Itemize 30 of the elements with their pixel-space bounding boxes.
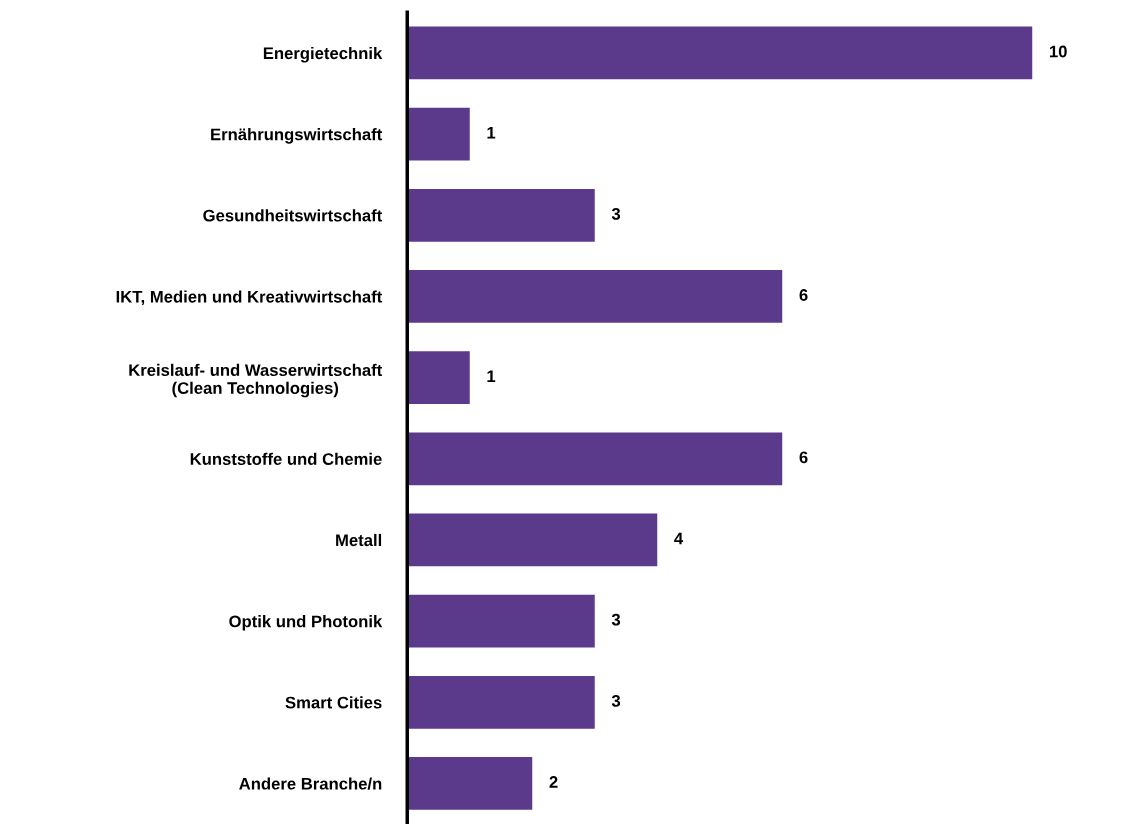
bar [407, 351, 470, 404]
bar [407, 594, 595, 648]
bar [407, 26, 1033, 80]
bar [407, 270, 783, 323]
y-tick-label: Metall [336, 533, 382, 547]
data-label: 1 [487, 370, 496, 382]
data-label: 1 [487, 126, 496, 139]
data-label: 10 [1049, 45, 1067, 58]
y-tick-label: Energietechnik [263, 46, 383, 63]
bar [407, 107, 470, 161]
bar [407, 513, 658, 567]
data-label: 6 [799, 451, 808, 464]
y-tick-label: Smart Cities [285, 696, 382, 709]
data-label: 4 [674, 532, 684, 545]
y-tick-label: Optik und Photonik [229, 615, 383, 631]
bar [407, 432, 783, 486]
y-tick-label: Gesundheitswirtschaft [203, 209, 383, 222]
y-tick-label: Ernährungswirtschaft [211, 128, 383, 144]
bar [407, 675, 595, 729]
bar [407, 757, 533, 810]
data-label: 3 [611, 207, 621, 220]
data-label: 2 [549, 776, 558, 788]
y-tick-label: Kreislauf- und Wasserwirtschaft (Clean Technologies) [129, 363, 383, 398]
y-tick-label: IKT, Medien und Kreativwirtschaft [116, 290, 383, 306]
y-tick-label: Andere Branche/n [239, 777, 382, 790]
data-label: 6 [799, 289, 808, 301]
data-label: 3 [611, 694, 621, 707]
y-tick-label: Kunststoffe und Chemie [190, 452, 382, 465]
data-label: 3 [611, 613, 621, 626]
bar [407, 188, 595, 242]
